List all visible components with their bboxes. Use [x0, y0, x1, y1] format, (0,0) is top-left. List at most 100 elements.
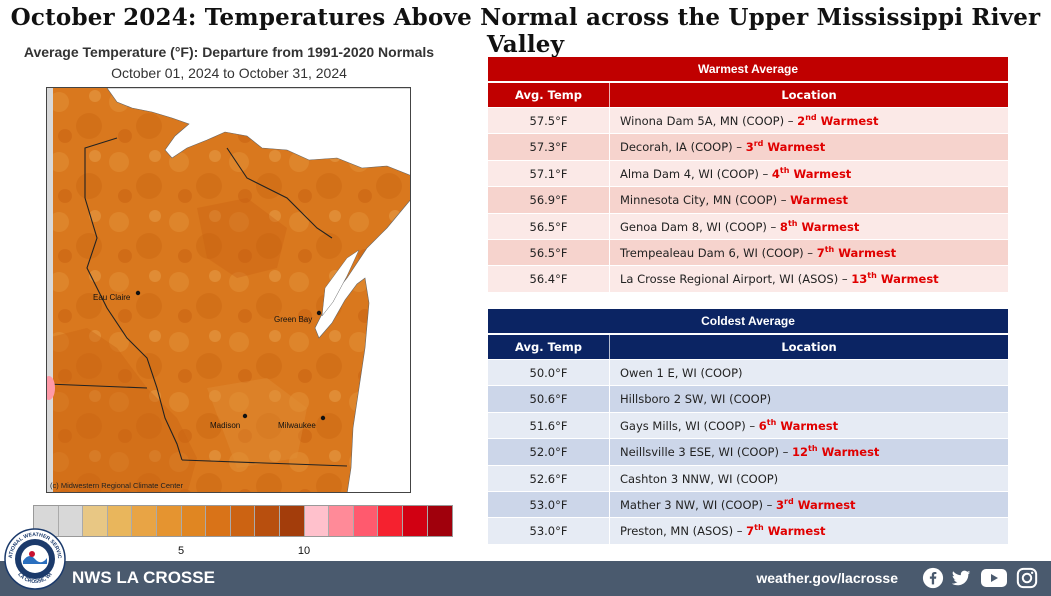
- table-row: 56.5°F Genoa Dam 8, WI (COOP) – 8th Warme…: [488, 212, 1008, 239]
- rank-word: Warmest: [820, 114, 879, 128]
- map-date-range: October 01, 2024 to October 31, 2024: [111, 65, 347, 81]
- instagram-icon[interactable]: [1016, 567, 1038, 589]
- rank-label: 7th Warmest: [817, 246, 896, 260]
- city-label-madison: Madison: [210, 421, 241, 430]
- city-label-eau-claire: Eau Claire: [93, 293, 131, 302]
- office-name: NWS LA CROSSE: [72, 568, 215, 587]
- legend-swatch: [206, 506, 231, 536]
- avg-temp-cell: 56.4°F: [529, 272, 568, 287]
- location-name: La Crosse Regional Airport, WI (ASOS) –: [620, 272, 852, 287]
- rank-number: 4: [771, 166, 780, 181]
- location-cell: Neillsville 3 ESE, WI (COOP) – 12th Warm…: [609, 439, 1008, 465]
- rank-suffix: th: [766, 417, 777, 427]
- twitter-icon[interactable]: [950, 567, 972, 589]
- location-name: Hillsboro 2 SW, WI (COOP): [620, 392, 772, 407]
- rank-word: Warmest: [838, 245, 897, 260]
- avg-temp-cell: 57.5°F: [529, 114, 568, 128]
- avg-temp-cell: 52.6°F: [529, 471, 568, 486]
- avg-temp-cell: 50.6°F: [529, 392, 568, 407]
- rank-word: Warmest: [880, 272, 939, 287]
- rank-number: 2: [797, 114, 806, 128]
- rank-number: 12: [792, 445, 809, 460]
- location-name: Genoa Dam 8, WI (COOP) –: [620, 219, 780, 234]
- rank-word: Warmest: [821, 445, 880, 460]
- location-name: Cashton 3 NNW, WI (COOP): [620, 471, 779, 486]
- coldest-table-title: Coldest Average: [488, 309, 1008, 333]
- rank-word: Warmest: [793, 166, 852, 181]
- rank-label: Warmest: [790, 193, 848, 207]
- table-row: 53.0°F Preston, MN (ASOS) – 7th Warmest: [488, 517, 1008, 544]
- location-cell: Genoa Dam 8, WI (COOP) – 8th Warmest: [609, 213, 1008, 239]
- location-cell: Winona Dam 5A, MN (COOP) – 2nd Warmest: [609, 108, 1008, 134]
- rank-suffix: th: [867, 271, 877, 281]
- table-row: 50.0°F Owen 1 E, WI (COOP): [488, 359, 1008, 386]
- rank-label: 13th Warmest: [851, 272, 938, 286]
- warmest-table-header: Avg. Temp Location: [488, 83, 1008, 107]
- rank-number: 3: [776, 497, 785, 512]
- nws-logo: NATIONAL WEATHER SERVICE LA CROSSE, WI: [4, 528, 66, 590]
- rank-suffix: rd: [753, 139, 764, 149]
- warmest-average-table: Warmest Average Avg. Temp Location 57.5°…: [488, 57, 1008, 292]
- rank-word: Warmest: [780, 418, 839, 433]
- location-name: Gays Mills, WI (COOP) –: [620, 418, 759, 433]
- rank-word: Warmest: [801, 219, 860, 234]
- footer-bar: NWS LA CROSSE weather.gov/lacrosse: [0, 561, 1051, 596]
- col-avg-temp: Avg. Temp: [515, 88, 582, 102]
- rank-label: 3rd Warmest: [776, 498, 856, 512]
- legend-swatch: [83, 506, 108, 536]
- rank-word: Warmest: [767, 140, 826, 155]
- location-name: Preston, MN (ASOS) –: [620, 524, 747, 539]
- location-cell: Owen 1 E, WI (COOP): [609, 360, 1008, 386]
- rank-word: Warmest: [790, 193, 848, 208]
- table-row: 51.6°F Gays Mills, WI (COOP) – 6th Warmes…: [488, 411, 1008, 439]
- legend-swatch: [156, 506, 182, 536]
- avg-temp-cell: 50.0°F: [529, 366, 568, 380]
- avg-temp-cell: 57.1°F: [529, 166, 568, 181]
- legend-swatch: [378, 506, 403, 536]
- rank-word: Warmest: [767, 524, 826, 539]
- avg-temp-cell: 52.0°F: [529, 445, 568, 460]
- legend-swatch: [107, 506, 133, 536]
- avg-temp-cell: 56.5°F: [529, 219, 568, 234]
- map-title: Average Temperature (°F): Departure from…: [23, 44, 435, 60]
- location-cell: Alma Dam 4, WI (COOP) – 4th Warmest: [609, 160, 1008, 187]
- rank-suffix: th: [808, 444, 818, 454]
- rank-number: 13: [851, 272, 868, 287]
- location-cell: Decorah, IA (COOP) – 3rd Warmest: [609, 134, 1008, 160]
- youtube-icon[interactable]: [980, 567, 1008, 589]
- table-row: 52.6°F Cashton 3 NNW, WI (COOP): [488, 464, 1008, 491]
- location-cell: Trempealeau Dam 6, WI (COOP) – 7th Warme…: [609, 239, 1008, 266]
- website-link[interactable]: weather.gov/lacrosse: [756, 570, 898, 586]
- legend-swatch: [304, 506, 330, 536]
- location-name: Winona Dam 5A, MN (COOP) –: [620, 114, 798, 128]
- rank-suffix: rd: [784, 497, 794, 507]
- avg-temp-cell: 51.6°F: [529, 418, 568, 433]
- col-location: Location: [609, 335, 1008, 359]
- rank-label: 6th Warmest: [759, 417, 839, 433]
- location-name: Neillsville 3 ESE, WI (COOP) –: [620, 445, 793, 460]
- facebook-icon[interactable]: [922, 567, 944, 589]
- rank-number: 3: [745, 140, 754, 155]
- rank-number: 7: [746, 524, 755, 539]
- table-row: 56.5°F Trempealeau Dam 6, WI (COOP) – 7th…: [488, 238, 1008, 266]
- table-row: 56.9°F Minnesota City, MN (COOP) – Warmes…: [488, 186, 1008, 213]
- location-cell: Mather 3 NW, WI (COOP) – 3rd Warmest: [609, 491, 1008, 518]
- avg-temp-cell: 57.3°F: [529, 140, 568, 155]
- avg-temp-cell: 56.9°F: [529, 193, 568, 208]
- table-row: 50.6°F Hillsboro 2 SW, WI (COOP): [488, 385, 1008, 412]
- location-cell: Cashton 3 NNW, WI (COOP): [609, 465, 1008, 491]
- col-location: Location: [609, 83, 1008, 107]
- legend-swatch: [230, 506, 256, 536]
- city-label-green-bay: Green Bay: [274, 315, 313, 324]
- city-label-milwaukee: Milwaukee: [278, 421, 316, 430]
- rank-number: 8: [779, 219, 788, 234]
- warmest-table-title: Warmest Average: [488, 57, 1008, 81]
- temperature-departure-map: Eau Claire Green Bay Madison Milwaukee (…: [46, 87, 411, 493]
- location-cell: Hillsboro 2 SW, WI (COOP): [609, 386, 1008, 412]
- coldest-average-table: Coldest Average Avg. Temp Location 50.0°…: [488, 309, 1008, 544]
- rank-suffix: th: [754, 523, 764, 533]
- location-name: Trempealeau Dam 6, WI (COOP) –: [620, 245, 817, 260]
- table-row: 57.3°F Decorah, IA (COOP) – 3rd Warmest: [488, 133, 1008, 160]
- rank-word: Warmest: [797, 497, 856, 512]
- legend-tick-5: 5: [177, 545, 185, 557]
